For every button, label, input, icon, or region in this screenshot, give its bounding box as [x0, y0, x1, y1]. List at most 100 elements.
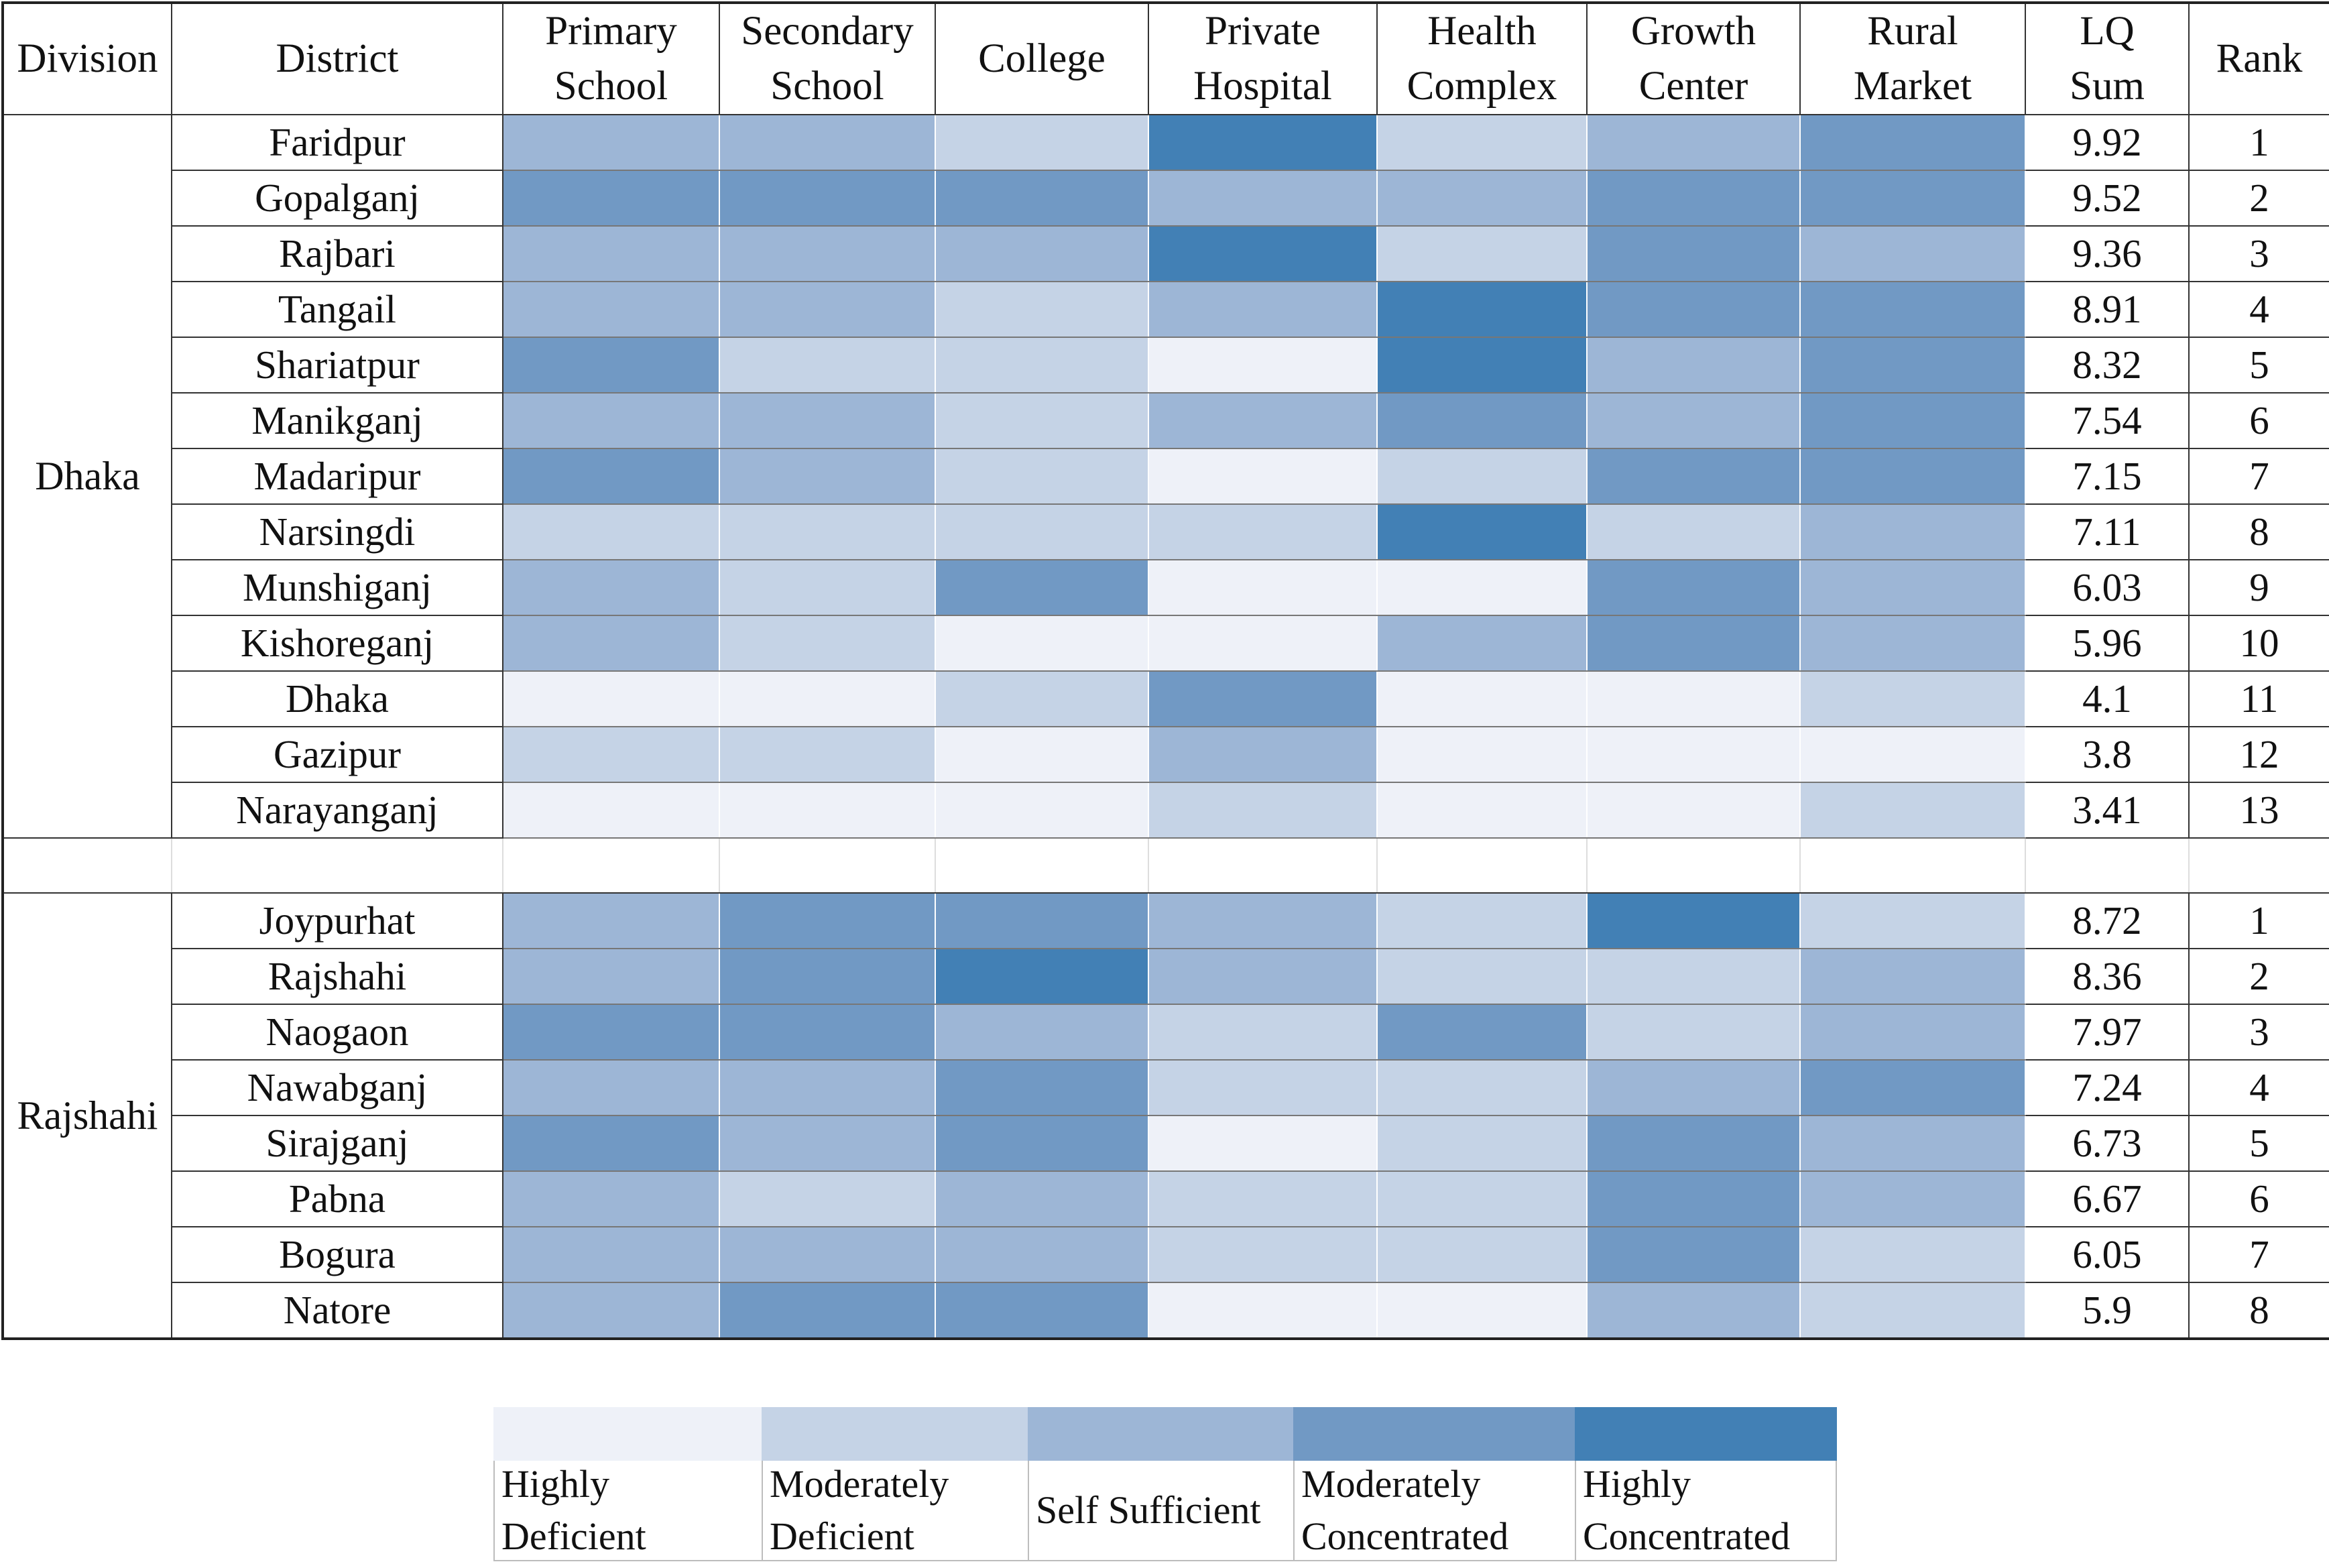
- heat-cell-college: [935, 1170, 1149, 1227]
- heat-cell-private-hospital: [1148, 726, 1378, 783]
- heat-cell-private-hospital: [1148, 948, 1378, 1005]
- column-header-text: Center: [1638, 64, 1748, 109]
- heat-cell-health-complex: [1376, 1059, 1588, 1116]
- heat-cell-rural-market: [1799, 1170, 2026, 1227]
- heat-cell-rural-market: [1799, 392, 2026, 449]
- heat-cell-health-complex: [1376, 892, 1588, 949]
- district-cell: Kishoreganj: [171, 615, 503, 672]
- heat-cell-health-complex: [1376, 225, 1588, 282]
- table-row: Nawabganj 7.24 4: [3, 1059, 2329, 1116]
- heat-cell-health-complex: [1376, 503, 1588, 560]
- heat-cell-rural-market: [1799, 615, 2026, 672]
- heat-cell-secondary-school: [719, 281, 936, 338]
- spacer-cell: [1376, 837, 1588, 894]
- heat-cell-health-complex: [1376, 448, 1588, 505]
- column-header-text: School: [770, 64, 884, 109]
- heat-cell-secondary-school: [719, 1059, 936, 1116]
- heat-cell-rural-market: [1799, 281, 2026, 338]
- district-cell: Gopalganj: [171, 170, 503, 227]
- heatmap-table: Division District Primary School Secondary Sc…: [1, 1, 2329, 1340]
- district-cell: Natore: [171, 1282, 503, 1339]
- heat-cell-secondary-school: [719, 1004, 936, 1061]
- lq-sum-cell: 9.92: [2025, 114, 2190, 171]
- heat-cell-college: [935, 615, 1149, 672]
- heat-cell-health-complex: [1376, 670, 1588, 727]
- heat-cell-college: [935, 1282, 1149, 1339]
- column-header-lq-sum: LQ Sum: [2025, 2, 2190, 115]
- legend-swatch: [1293, 1407, 1575, 1461]
- heat-cell-college: [935, 1004, 1149, 1061]
- legend-label-text: Deficient: [501, 1514, 646, 1558]
- heat-cell-growth-center: [1586, 670, 1801, 727]
- table-row: Rajshahi 8.36 2: [3, 948, 2329, 1005]
- table-row: Munshiganj 6.03 9: [3, 559, 2329, 616]
- heat-cell-health-complex: [1376, 948, 1588, 1005]
- column-header-text: District: [276, 36, 399, 81]
- column-header-text: Secondary: [741, 9, 914, 54]
- heat-cell-growth-center: [1586, 1282, 1801, 1339]
- heat-cell-college: [935, 503, 1149, 560]
- lq-sum-cell: 8.91: [2025, 281, 2190, 338]
- heatmap-table-container: Division District Primary School Secondary Sc…: [1, 1, 2329, 1340]
- table-row: Natore 5.9 8: [3, 1282, 2329, 1339]
- heat-cell-private-hospital: [1148, 337, 1378, 394]
- district-cell: Manikganj: [171, 392, 503, 449]
- lq-sum-cell: 7.54: [2025, 392, 2190, 449]
- heat-cell-private-hospital: [1148, 281, 1378, 338]
- spacer-cell: [502, 837, 720, 894]
- lq-sum-cell: 4.1: [2025, 670, 2190, 727]
- heat-cell-primary-school: [502, 448, 720, 505]
- legend-swatch: [493, 1407, 762, 1461]
- heat-cell-college: [935, 782, 1149, 839]
- heat-cell-health-complex: [1376, 726, 1588, 783]
- column-header-text: Health: [1427, 9, 1537, 54]
- spacer-cell: [171, 837, 503, 894]
- rank-cell: 12: [2188, 726, 2329, 783]
- legend-item-moderately-deficient: Moderately Deficient: [762, 1407, 1028, 1563]
- heat-cell-college: [935, 1059, 1149, 1116]
- rank-cell: 6: [2188, 392, 2329, 449]
- heat-cell-health-complex: [1376, 392, 1588, 449]
- rank-cell: 6: [2188, 1170, 2329, 1227]
- heat-cell-college: [935, 559, 1149, 616]
- heat-cell-college: [935, 114, 1149, 171]
- column-header-rural-market: Rural Market: [1799, 2, 2026, 115]
- heat-cell-primary-school: [502, 1226, 720, 1283]
- legend-label-text: Highly: [1583, 1462, 1691, 1506]
- heat-cell-health-complex: [1376, 782, 1588, 839]
- heat-cell-secondary-school: [719, 670, 936, 727]
- lq-sum-cell: 3.41: [2025, 782, 2190, 839]
- heat-cell-secondary-school: [719, 615, 936, 672]
- legend-label: Highly Deficient: [493, 1461, 762, 1561]
- heat-cell-private-hospital: [1148, 782, 1378, 839]
- division-label-rajshahi: Rajshahi: [2, 892, 172, 1339]
- heat-cell-secondary-school: [719, 114, 936, 171]
- rank-cell: 3: [2188, 1004, 2329, 1061]
- legend-swatch: [1028, 1407, 1293, 1461]
- heat-cell-secondary-school: [719, 948, 936, 1005]
- heat-cell-college: [935, 1226, 1149, 1283]
- heat-cell-health-complex: [1376, 337, 1588, 394]
- legend-item-moderately-concentrated: Moderately Concentrated: [1293, 1407, 1575, 1563]
- legend-label-text: Moderately: [1301, 1462, 1481, 1506]
- heat-cell-growth-center: [1586, 170, 1801, 227]
- heat-cell-growth-center: [1586, 1170, 1801, 1227]
- legend-label: Moderately Deficient: [762, 1461, 1028, 1561]
- heat-cell-secondary-school: [719, 782, 936, 839]
- column-header-text: School: [554, 64, 668, 109]
- table-row: Gazipur 3.8 12: [3, 726, 2329, 783]
- lq-sum-cell: 7.97: [2025, 1004, 2190, 1061]
- heat-cell-primary-school: [502, 1282, 720, 1339]
- heat-cell-college: [935, 392, 1149, 449]
- heat-cell-growth-center: [1586, 615, 1801, 672]
- column-header-division: Division: [2, 2, 172, 115]
- heat-cell-secondary-school: [719, 503, 936, 560]
- table-row: Narsingdi 7.11 8: [3, 503, 2329, 560]
- heat-cell-private-hospital: [1148, 1282, 1378, 1339]
- district-cell: Shariatpur: [171, 337, 503, 394]
- district-cell: Faridpur: [171, 114, 503, 171]
- heat-cell-growth-center: [1586, 1004, 1801, 1061]
- heat-cell-secondary-school: [719, 448, 936, 505]
- table-row: Bogura 6.05 7: [3, 1226, 2329, 1283]
- column-header-growth-center: Growth Center: [1586, 2, 1801, 115]
